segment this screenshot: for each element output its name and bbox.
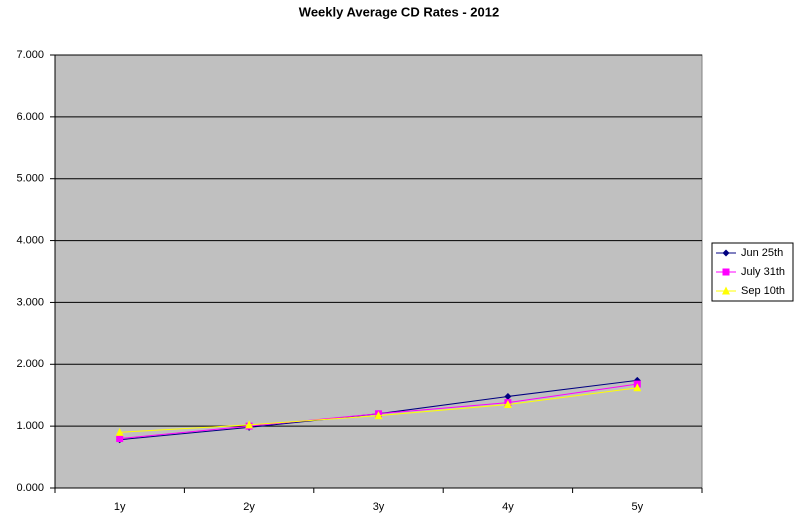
chart-title: Weekly Average CD Rates - 2012 [299, 4, 499, 19]
x-tick-label: 1y [114, 501, 126, 513]
x-tick-label: 5y [631, 501, 643, 513]
marker [503, 399, 512, 408]
legend-label: Jun 25th [741, 247, 783, 259]
y-tick-label: 4.000 [16, 234, 44, 246]
x-tick-label: 3y [373, 501, 385, 513]
y-tick-label: 3.000 [16, 296, 44, 308]
marker [245, 420, 254, 429]
y-tick-label: 5.000 [16, 173, 44, 185]
marker [374, 411, 383, 420]
y-tick-label: 1.000 [16, 420, 44, 432]
x-tick-label: 4y [502, 501, 514, 513]
marker [115, 427, 124, 436]
y-tick-label: 2.000 [16, 358, 44, 370]
marker [116, 435, 124, 443]
legend-label: Sep 10th [741, 285, 785, 297]
y-tick-label: 7.000 [16, 49, 44, 61]
marker [633, 383, 642, 392]
y-tick-label: 6.000 [16, 111, 44, 123]
plot-area [54, 54, 703, 489]
legend-label: July 31th [741, 266, 785, 278]
marker [722, 249, 730, 257]
marker [722, 268, 730, 276]
x-tick-label: 2y [243, 501, 255, 513]
marker [722, 286, 730, 295]
marker [504, 392, 512, 400]
y-tick-label: 0.000 [16, 482, 44, 494]
